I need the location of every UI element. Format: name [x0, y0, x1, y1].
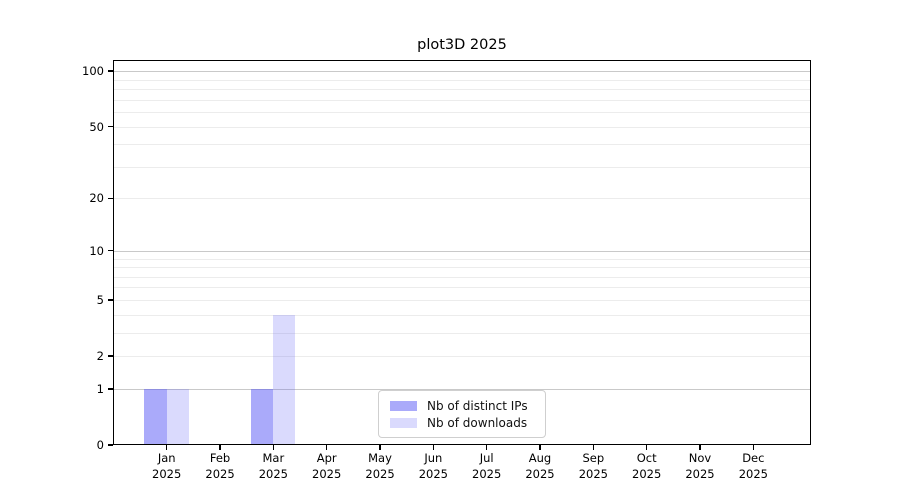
x-tick-mark — [219, 445, 221, 450]
bar-distinct-ips — [250, 388, 274, 445]
legend-swatch-downloads — [390, 417, 417, 428]
gridline-minor — [113, 267, 811, 269]
x-tick-mark — [485, 445, 488, 450]
y-tick-label: 5 — [96, 292, 104, 307]
y-tick-mark — [108, 250, 113, 252]
gridline-minor — [113, 126, 811, 128]
y-tick-mark — [108, 388, 113, 390]
gridline-major — [113, 388, 811, 390]
gridline-major — [113, 71, 811, 73]
gridline-minor — [113, 166, 811, 168]
x-tick-mark — [592, 445, 595, 450]
gridline-minor — [113, 144, 811, 146]
x-tick-label: May 2025 — [365, 451, 395, 481]
y-tick-label: 100 — [82, 64, 104, 79]
x-tick-mark — [539, 445, 541, 450]
gridline-minor — [113, 99, 811, 101]
plot-area — [113, 60, 811, 445]
x-tick-label: Apr 2025 — [312, 451, 342, 481]
gridline-minor — [113, 112, 811, 114]
y-tick-label: 50 — [89, 119, 104, 134]
x-tick-mark — [166, 445, 168, 450]
x-tick-label: Dec 2025 — [738, 451, 768, 481]
gridline-minor — [113, 314, 811, 316]
gridline-major — [113, 250, 811, 252]
x-tick-label: Jul 2025 — [472, 451, 502, 481]
x-tick-label: Mar 2025 — [258, 451, 288, 481]
x-tick-mark — [645, 445, 648, 450]
bar-downloads — [166, 388, 189, 445]
legend-entry-downloads: Nb of downloads — [390, 414, 545, 431]
y-tick-mark — [108, 70, 113, 72]
x-tick-label: Oct 2025 — [632, 451, 662, 481]
y-tick-mark — [108, 355, 113, 357]
y-tick-label: 1 — [96, 381, 104, 396]
gridline-minor — [113, 79, 811, 81]
y-tick-label: 10 — [89, 243, 104, 258]
gridline-minor — [113, 198, 811, 200]
x-tick-label: Sep 2025 — [578, 451, 608, 481]
x-tick-label: Aug 2025 — [525, 451, 555, 481]
x-tick-label: Feb 2025 — [205, 451, 235, 481]
legend-swatch-distinct-ips — [390, 400, 417, 411]
legend: Nb of distinct IPs Nb of downloads — [378, 390, 546, 438]
x-tick-label: Jan 2025 — [152, 451, 182, 481]
bar-downloads — [273, 314, 296, 445]
x-tick-mark — [752, 445, 755, 450]
gridline-minor — [113, 356, 811, 358]
x-tick-label: Jun 2025 — [418, 451, 448, 481]
x-tick-mark — [325, 445, 328, 450]
chart-title: plot3D 2025 — [417, 37, 507, 53]
x-tick-label: Nov 2025 — [685, 451, 715, 481]
y-tick-label: 20 — [89, 191, 104, 206]
legend-label-distinct-ips: Nb of distinct IPs — [427, 398, 528, 413]
gridline-minor — [113, 287, 811, 289]
gridline-minor — [113, 299, 811, 301]
y-tick-mark — [108, 197, 113, 200]
x-tick-mark — [432, 445, 435, 450]
y-tick-mark — [108, 444, 113, 446]
legend-entry-distinct-ips: Nb of distinct IPs — [390, 397, 545, 414]
gridline-minor — [113, 258, 811, 260]
y-tick-mark — [108, 125, 113, 128]
bar-distinct-ips — [144, 388, 167, 445]
y-tick-label: 2 — [96, 349, 104, 364]
y-tick-label: 0 — [96, 438, 104, 452]
gridline-minor — [113, 332, 811, 334]
gridline-minor — [113, 276, 811, 278]
legend-label-downloads: Nb of downloads — [427, 415, 528, 430]
x-tick-mark — [272, 445, 275, 450]
y-tick-mark — [108, 299, 113, 301]
gridline-minor — [113, 89, 811, 91]
x-tick-mark — [699, 445, 701, 450]
x-tick-mark — [379, 445, 381, 450]
